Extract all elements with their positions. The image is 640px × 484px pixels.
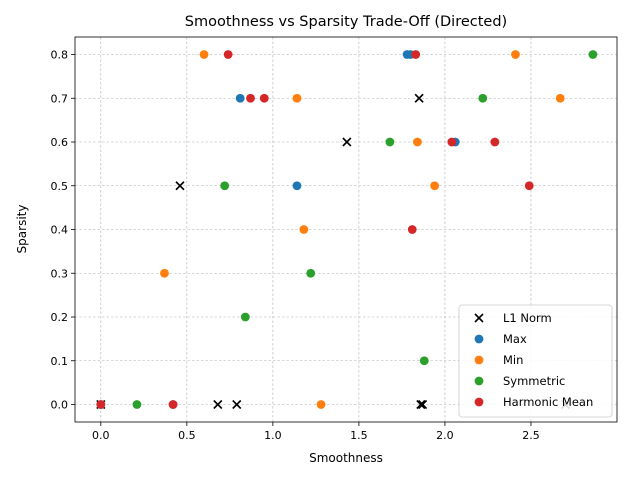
data-point	[430, 181, 440, 191]
data-point	[259, 93, 269, 103]
data-point	[306, 268, 316, 278]
y-tick-label: 0.7	[51, 92, 69, 105]
y-tick-label: 0.1	[51, 355, 69, 368]
data-point	[299, 225, 309, 234]
y-tick-label: 0.6	[51, 136, 69, 149]
legend-marker	[474, 397, 484, 407]
legend-item: Harmonic Mean	[474, 395, 593, 409]
x-tick-label: 2.5	[522, 429, 540, 442]
legend-item: Max	[474, 332, 527, 346]
legend-label: Max	[503, 332, 527, 346]
chart-title: Smoothness vs Sparsity Trade-Off (Direct…	[185, 14, 507, 30]
legend-marker	[474, 334, 484, 344]
legend-marker	[474, 355, 484, 365]
data-point	[160, 268, 169, 278]
data-point	[199, 50, 209, 59]
data-point	[413, 137, 422, 147]
y-tick-label: 0.8	[51, 49, 69, 62]
legend-label: Symmetric	[503, 374, 565, 388]
data-point	[407, 225, 417, 234]
data-point	[490, 137, 500, 147]
data-point	[240, 312, 250, 322]
series-min	[160, 50, 565, 409]
data-point	[555, 93, 565, 103]
axes: 0.0 0.5 1.0 1.5 2.0 2.5 0.0 0.1 0.2 0.3 0.4 0.5 0.6 0…	[51, 36, 618, 442]
y-tick-label: 0.4	[51, 224, 69, 237]
legend-item: Min	[474, 353, 523, 367]
data-point	[419, 356, 429, 366]
x-tick-label: 1.0	[264, 429, 282, 442]
data-point	[96, 400, 106, 409]
data-point	[411, 50, 421, 59]
x-tick-label: 1.5	[350, 429, 368, 442]
legend-box	[458, 304, 613, 418]
data-point	[132, 400, 142, 409]
legend-label: Min	[503, 353, 523, 367]
data-point	[292, 181, 302, 191]
plot-frame	[74, 36, 618, 423]
data-point	[175, 181, 185, 191]
y-tick-label: 0.2	[51, 311, 69, 324]
legend-label: Harmonic Mean	[503, 395, 593, 409]
x-tick-label: 0.5	[178, 429, 196, 442]
data-point	[168, 400, 178, 409]
data-point	[511, 50, 520, 59]
x-axis-label: Smoothness	[309, 451, 383, 465]
y-axis-label: Sparsity	[15, 205, 29, 254]
data-point	[447, 137, 457, 147]
data-point	[292, 93, 302, 103]
x-tick-label: 2.0	[436, 429, 454, 442]
legend-item: Symmetric	[474, 374, 565, 388]
data-point	[213, 399, 223, 410]
data-point	[232, 399, 242, 410]
data-point	[316, 400, 326, 409]
data-point	[385, 137, 395, 147]
series-symmetric	[132, 50, 598, 409]
legend-marker	[474, 313, 484, 323]
legend-item: L1 Norm	[474, 311, 552, 325]
data-point	[220, 181, 230, 191]
y-tick-label: 0.3	[51, 267, 69, 280]
data-point	[414, 93, 424, 103]
data-point	[418, 399, 428, 410]
data-point	[416, 399, 426, 410]
series-harmonic-mean	[96, 50, 534, 409]
data-point	[246, 93, 255, 103]
data-point	[588, 50, 598, 59]
legend-marker	[474, 376, 484, 386]
data-point	[235, 93, 245, 103]
data-point	[478, 93, 488, 103]
data-point	[524, 181, 534, 191]
data-point	[223, 50, 233, 59]
data-point	[342, 137, 352, 147]
x-tick-label: 0.0	[92, 429, 110, 442]
data-points	[96, 50, 598, 410]
y-tick-label: 0.5	[51, 180, 69, 193]
legend-label: L1 Norm	[503, 311, 552, 325]
legend: L1 Norm Max Min Symmetric Harmonic Mean	[458, 304, 613, 418]
y-tick-label: 0.0	[51, 399, 69, 412]
